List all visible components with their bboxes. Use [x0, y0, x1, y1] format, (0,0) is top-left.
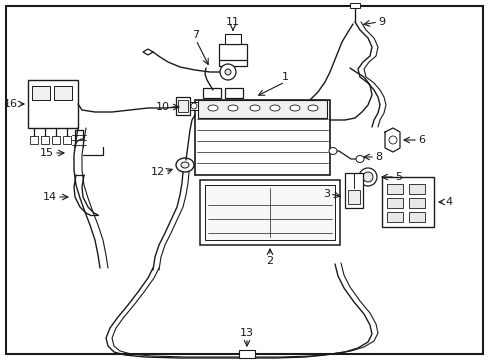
- Bar: [345, 173, 362, 208]
- Ellipse shape: [388, 136, 396, 144]
- Ellipse shape: [307, 105, 317, 111]
- Text: 6: 6: [417, 135, 424, 145]
- Bar: [239, 350, 254, 358]
- Bar: [381, 177, 433, 227]
- Circle shape: [220, 64, 236, 80]
- Text: 4: 4: [444, 197, 451, 207]
- Ellipse shape: [328, 148, 336, 154]
- Bar: [204, 185, 334, 240]
- Text: 12: 12: [151, 167, 164, 177]
- Text: 14: 14: [43, 192, 57, 202]
- Circle shape: [362, 172, 372, 182]
- Text: 8: 8: [374, 152, 381, 162]
- Text: 7: 7: [192, 30, 199, 40]
- Bar: [178, 100, 187, 112]
- Ellipse shape: [355, 156, 363, 162]
- Text: 13: 13: [240, 328, 253, 338]
- Text: 15: 15: [40, 148, 54, 158]
- Text: 1: 1: [281, 72, 288, 82]
- Text: 5: 5: [394, 172, 401, 182]
- Bar: [219, 44, 246, 60]
- Bar: [386, 198, 402, 208]
- Bar: [63, 136, 71, 144]
- Bar: [198, 100, 326, 118]
- Bar: [32, 86, 50, 100]
- Ellipse shape: [176, 158, 194, 172]
- Bar: [30, 136, 38, 144]
- Bar: [224, 34, 241, 44]
- Bar: [52, 136, 60, 144]
- Bar: [200, 180, 339, 245]
- Bar: [176, 97, 190, 115]
- Text: 3: 3: [323, 189, 329, 199]
- Text: 11: 11: [225, 17, 240, 27]
- Bar: [408, 198, 424, 208]
- Ellipse shape: [181, 162, 189, 168]
- Text: 16: 16: [4, 99, 18, 109]
- Ellipse shape: [227, 105, 238, 111]
- Bar: [41, 136, 49, 144]
- Bar: [28, 80, 78, 128]
- Text: 2: 2: [266, 256, 273, 266]
- Text: 10: 10: [156, 102, 170, 112]
- Ellipse shape: [269, 105, 280, 111]
- Bar: [195, 100, 329, 175]
- Bar: [54, 86, 72, 100]
- Text: 9: 9: [377, 17, 385, 27]
- Bar: [349, 3, 359, 8]
- Circle shape: [191, 103, 197, 109]
- Bar: [408, 184, 424, 194]
- Circle shape: [224, 69, 230, 75]
- Bar: [224, 88, 243, 98]
- Bar: [386, 212, 402, 222]
- Circle shape: [358, 168, 376, 186]
- Ellipse shape: [207, 105, 218, 111]
- Ellipse shape: [249, 105, 260, 111]
- Bar: [190, 102, 198, 110]
- Bar: [347, 190, 359, 204]
- Bar: [386, 184, 402, 194]
- Ellipse shape: [289, 105, 299, 111]
- Bar: [203, 88, 221, 98]
- Bar: [408, 212, 424, 222]
